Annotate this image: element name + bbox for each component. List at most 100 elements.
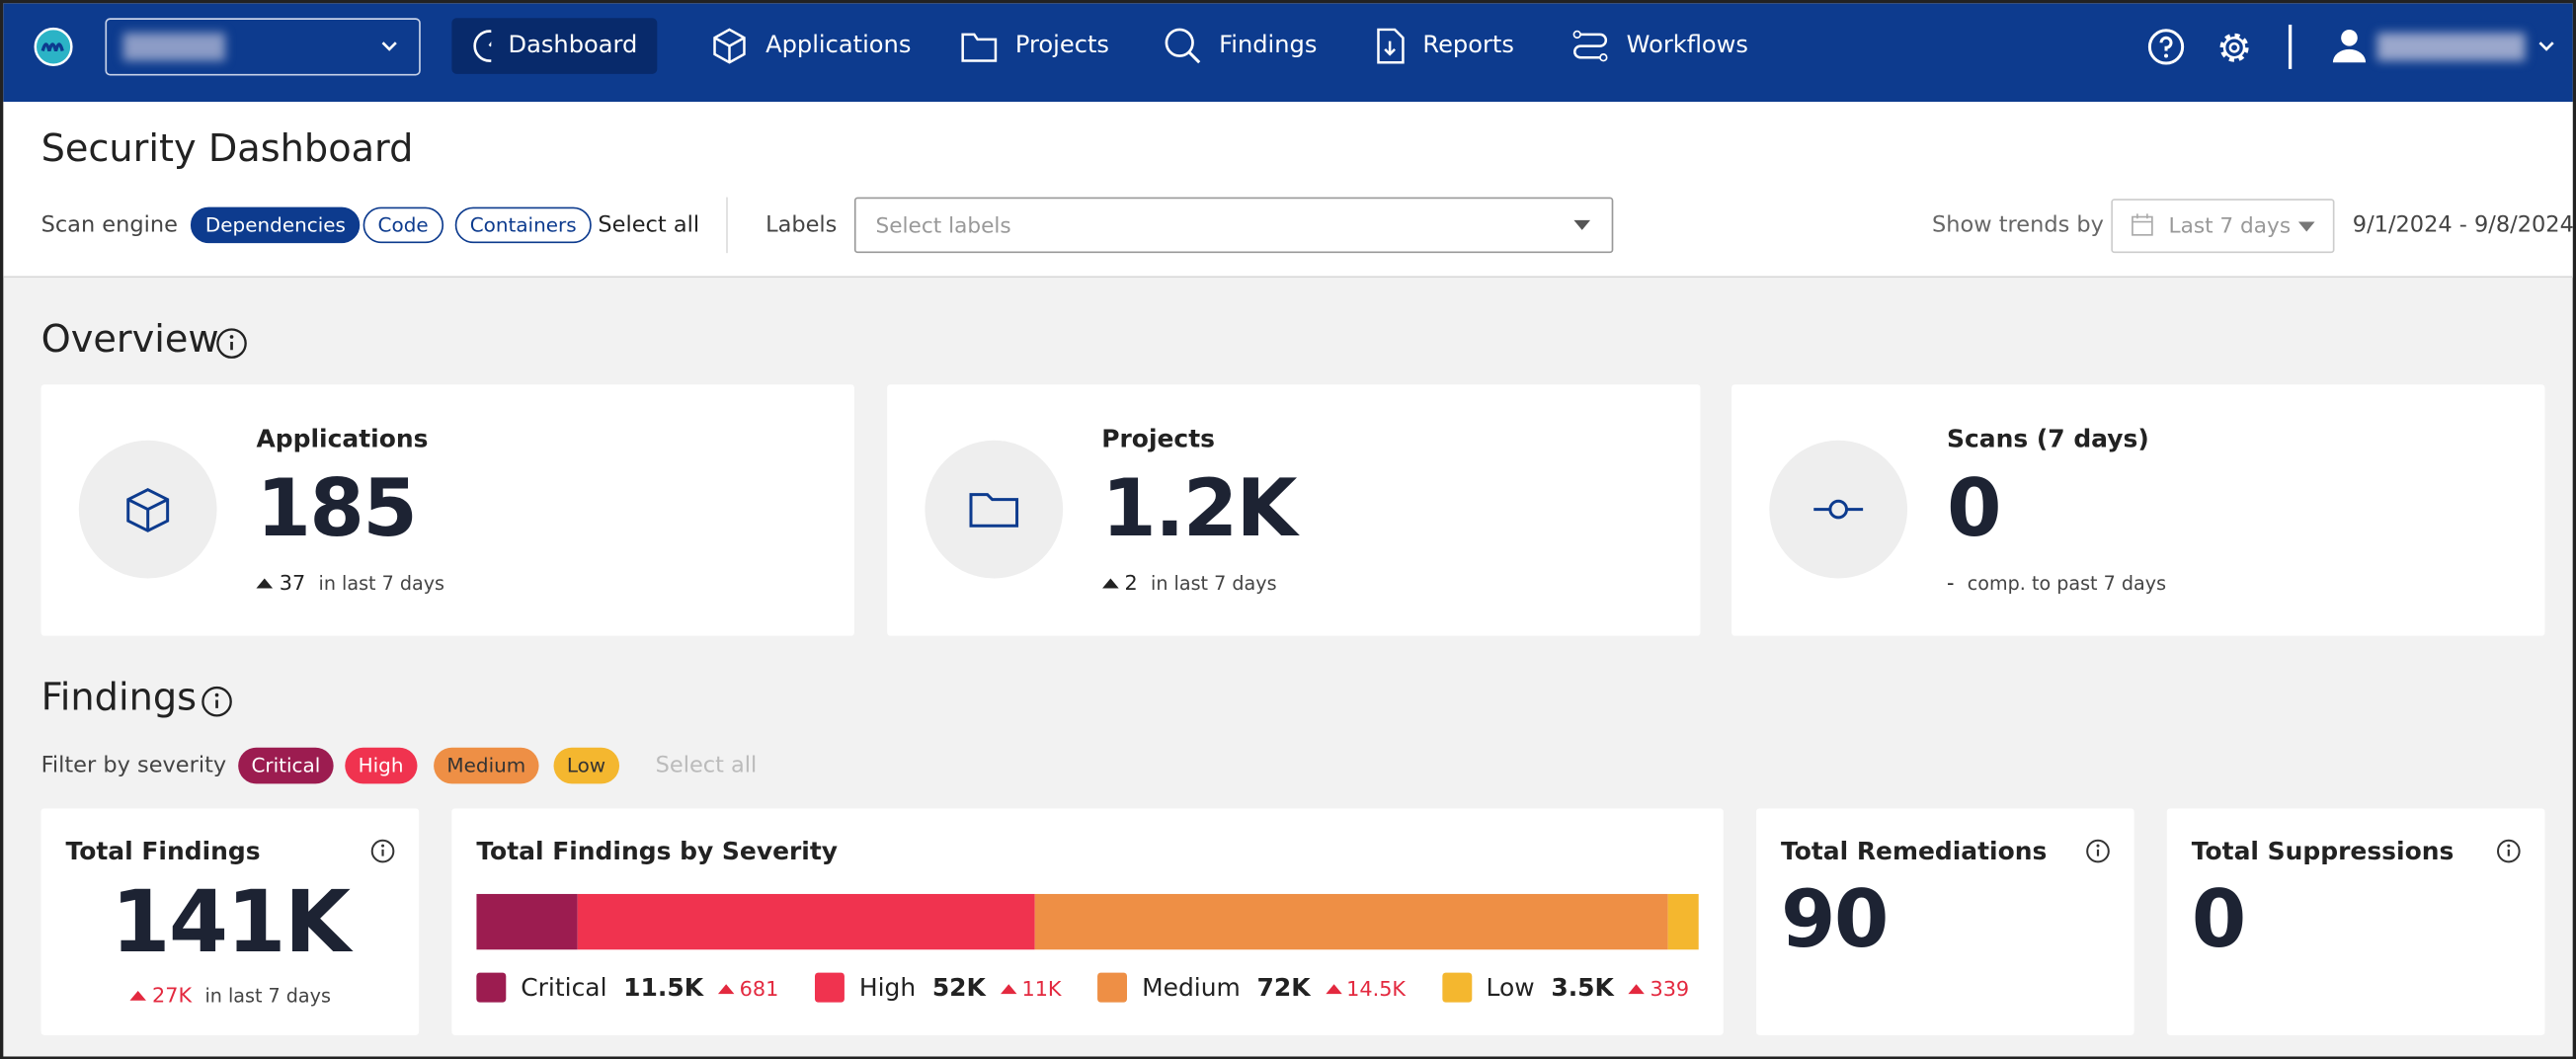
change: 27K in last 7 days [41,983,420,1008]
user-icon[interactable] [2331,28,2368,64]
icon [1377,28,1405,64]
caret [1573,219,1591,230]
overview-card: Projects 1.2K 2 in last 7 days [886,384,1700,636]
severity-chip[interactable]: High [345,747,417,784]
arrow [1325,983,1342,994]
legend-change: 681 [739,975,779,1001]
up-arrow [128,990,146,1001]
nav-label: Reports [1422,33,1514,59]
date-range: 9/1/2024 - 9/8/2024 [2352,211,2574,239]
help-icon[interactable] [2147,28,2185,65]
legend-change: 339 [1650,975,1690,1001]
change-note: in last 7 days [204,983,331,1007]
change: 2 in last 7 days [1101,570,1277,595]
nav-item[interactable]: Applications [690,18,931,74]
bar-segment [577,893,1035,950]
change: 37 in last 7 days [256,570,444,595]
change: - comp. to past 7 days [1947,570,2166,595]
info-icon[interactable] [2085,838,2112,864]
bar-segment [476,893,578,950]
bar-segment [1667,893,1699,950]
icon-circle [78,440,217,579]
card-value: 185 [256,463,417,556]
icon-circle [924,440,1063,579]
icon-circle [1769,440,1908,579]
nav-label: Dashboard [508,33,638,59]
calendar-icon [2132,213,2153,236]
up-arrow [1000,983,1017,994]
up-arrow [256,578,274,589]
legend-label: Medium [1142,972,1241,1003]
period-select[interactable]: Last 7 days [2111,199,2335,254]
card-value: 0 [2191,873,2247,967]
labels-select[interactable]: Select labels [853,197,1614,254]
blurred-org [122,33,225,61]
arrow [256,578,274,589]
arrow [1101,578,1118,589]
card-title: Applications [256,424,429,454]
legend-value: 72K [1256,972,1311,1003]
nav-item[interactable]: Findings [1144,18,1337,74]
change-note: in last 7 days [1151,570,1277,595]
change-note: in last 7 days [318,570,445,595]
info-icon[interactable] [215,327,248,360]
nav-item[interactable]: Reports [1354,18,1534,74]
change-value: - [1946,570,1955,596]
card-title: Projects [1101,424,1216,454]
legend-swatch [814,972,845,1003]
nav-item[interactable]: Workflows [1551,18,1768,74]
severity-chip[interactable]: Medium [434,747,539,784]
change-value: 27K [152,982,193,1008]
icon [1165,28,1201,64]
org-select[interactable] [105,18,421,76]
info-icon[interactable] [201,686,233,718]
logo[interactable] [33,27,74,68]
info-icon[interactable] [369,838,396,864]
legend-label: Critical [521,972,607,1003]
settings-icon[interactable] [2214,28,2254,67]
select-all[interactable]: Select all [598,211,700,239]
icon [968,493,1018,528]
blurred-user [2376,33,2526,61]
legend-value: 3.5K [1551,972,1614,1003]
placeholder: Select labels [875,214,1011,240]
select-all[interactable]: Select all [655,752,758,779]
overview-card: Applications 185 37 in last 7 days [40,384,854,636]
section-title: Overview [40,318,219,362]
card-title: Scans (7 days) [1946,424,2149,454]
info-icon[interactable] [2496,838,2523,864]
severity-chip[interactable]: Critical [238,747,334,784]
filter-label: Show trends by [1932,211,2104,239]
nav-label: Findings [1219,33,1318,59]
nav-label: Workflows [1626,33,1748,59]
chevron[interactable] [2536,38,2556,54]
engine-chip[interactable]: Containers [454,206,592,244]
filter-label: Scan engine [40,211,178,239]
card-value: 141K [111,873,351,973]
engine-chip[interactable]: Dependencies [190,206,361,244]
card-value: 1.2K [1101,463,1297,556]
engine-chip[interactable]: Code [362,206,443,244]
arrow [1628,983,1646,994]
period: Last 7 days [2168,214,2292,240]
up-arrow [1325,983,1342,994]
severity-bar [476,893,1699,950]
nav-item[interactable]: Dashboard [451,18,658,74]
page-title: Security Dashboard [40,127,414,171]
icon [126,487,170,532]
legend-swatch [1097,972,1128,1003]
severity-chip[interactable]: Low [553,747,619,784]
suppressions-card: Total Suppressions 0 [2166,808,2545,1035]
card-title: Total Findings [65,836,261,866]
legend-label: Low [1486,972,1535,1003]
icon [1572,30,1608,62]
card-title: Total Remediations [1780,836,2048,866]
nav-item[interactable]: Projects [939,18,1129,74]
icon [473,30,492,62]
change-value: 37 [279,570,306,596]
legend-change: 11K [1021,975,1062,1001]
icon [713,28,746,64]
card-value: 90 [1780,873,1889,967]
